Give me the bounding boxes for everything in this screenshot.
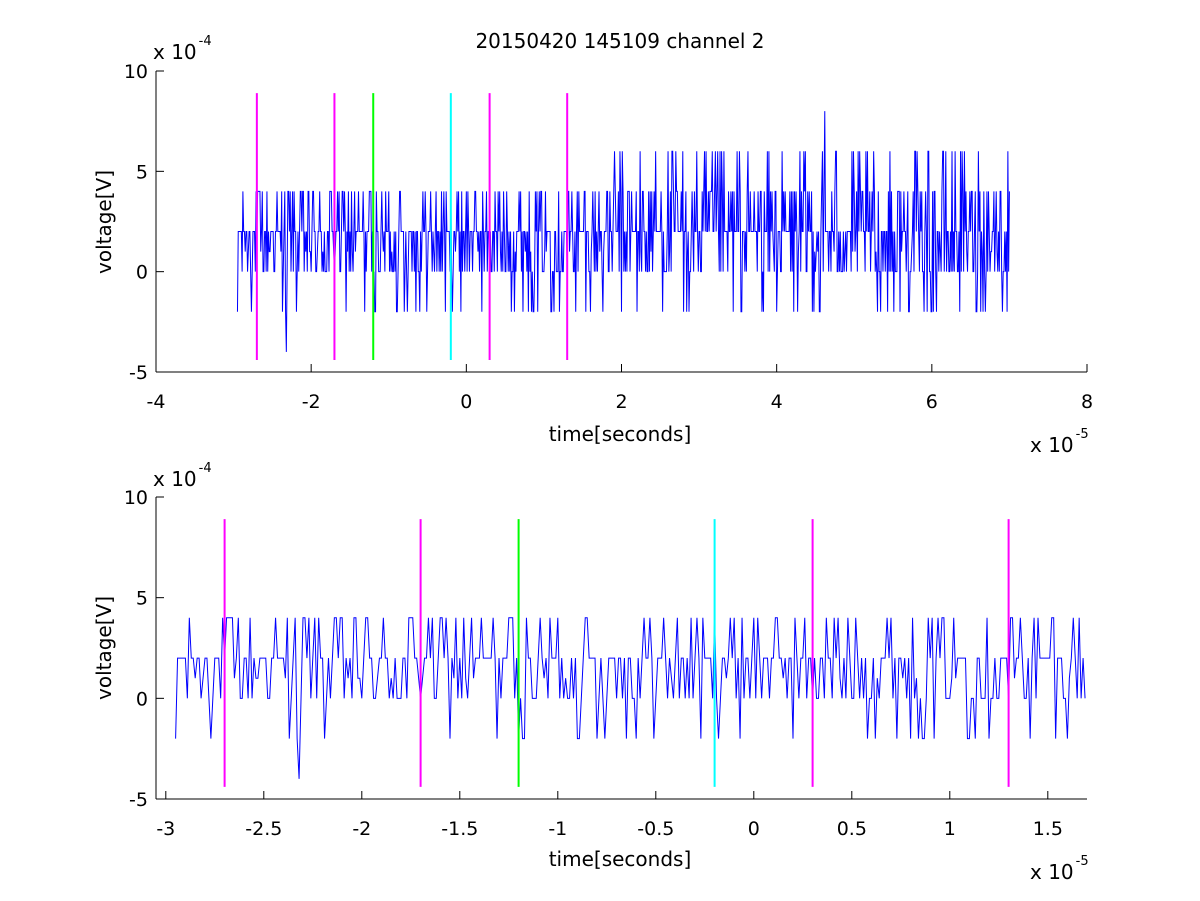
top-y-exponent: x 10 -4 (153, 34, 212, 64)
x-tick-label: -2 (302, 391, 321, 413)
top-plot-data (236, 93, 1010, 360)
x-tick-label: 0 (748, 818, 760, 840)
bottom-x-exponent: x 10 -5 (1030, 854, 1089, 884)
y-tick-label: -5 (129, 789, 148, 811)
top-x-exponent-base: x 10 (1030, 433, 1074, 457)
top-y-axis-label: voltage[V] (92, 170, 116, 274)
x-tick-label: -1.5 (441, 818, 478, 840)
bottom-plot-data (175, 519, 1086, 787)
bottom-y-exponent-power: -4 (199, 461, 212, 476)
y-tick-label: 10 (124, 61, 148, 83)
y-tick-label: 0 (136, 688, 148, 710)
y-tick-label: 0 (136, 262, 148, 284)
y-tick-label: 5 (136, 161, 148, 183)
top-y-exponent-power: -4 (199, 34, 212, 49)
top-plot-ticks: -4 -2 0 2 4 6 8 -5 0 5 10 (124, 61, 1093, 413)
y-tick-label: -5 (129, 362, 148, 384)
x-tick-label: 1 (944, 818, 956, 840)
bottom-x-exponent-base: x 10 (1030, 860, 1074, 884)
bottom-y-exponent-base: x 10 (153, 467, 197, 491)
x-tick-label: 6 (926, 391, 938, 413)
top-x-exponent: x 10 -5 (1030, 427, 1089, 457)
x-tick-label: -2 (352, 818, 371, 840)
top-y-exponent-base: x 10 (153, 40, 197, 64)
bottom-plot-ticks: -3 -2.5 -2 -1.5 -1 -0.5 0 0.5 1 1.5 -5 0 5 10 (124, 487, 1063, 840)
x-tick-label: 0 (460, 391, 472, 413)
bottom-x-axis-label: time[seconds] (549, 847, 692, 871)
bottom-x-exponent-power: -5 (1076, 854, 1089, 869)
x-tick-label: -0.5 (637, 818, 674, 840)
signal-line (175, 617, 1086, 779)
bottom-y-axis-label: voltage[V] (92, 596, 116, 700)
x-tick-label: 8 (1081, 391, 1093, 413)
x-tick-label: 0.5 (837, 818, 867, 840)
y-tick-label: 10 (124, 487, 148, 509)
bottom-y-exponent: x 10 -4 (153, 461, 212, 491)
bottom-plot: -3 -2.5 -2 -1.5 -1 -0.5 0 0.5 1 1.5 -5 0 5 10 time[se… (92, 461, 1089, 884)
x-tick-label: -2.5 (245, 818, 282, 840)
figure-title: 20150420 145109 channel 2 (475, 29, 764, 53)
x-tick-label: 1.5 (1033, 818, 1063, 840)
signal-line (236, 111, 1010, 352)
x-tick-label: -3 (156, 818, 175, 840)
top-plot: -4 -2 0 2 4 6 8 -5 0 5 10 time[seconds] voltage[V]… (92, 34, 1093, 457)
x-tick-label: 4 (771, 391, 783, 413)
top-x-exponent-power: -5 (1076, 427, 1089, 442)
x-tick-label: -4 (147, 391, 166, 413)
y-tick-label: 5 (136, 588, 148, 610)
top-x-axis-label: time[seconds] (549, 422, 692, 446)
x-tick-label: -1 (548, 818, 567, 840)
x-tick-label: 2 (615, 391, 627, 413)
